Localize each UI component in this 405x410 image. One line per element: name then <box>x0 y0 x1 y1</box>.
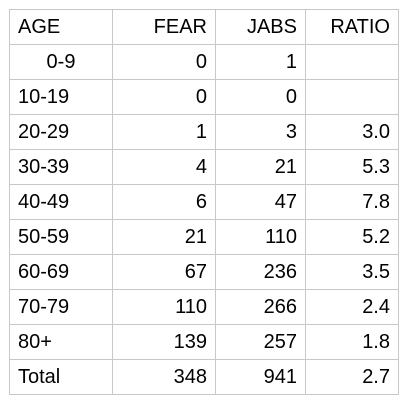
cell-fear[interactable]: 139 <box>112 324 216 360</box>
spreadsheet-table: AGE FEAR JABS RATIO 0-9 0 1 10-19 0 0 20… <box>9 9 399 395</box>
cell-fear[interactable]: 1 <box>112 114 216 150</box>
cell-fear[interactable]: 110 <box>112 289 216 325</box>
cell-age[interactable]: 10-19 <box>9 79 113 115</box>
cell-jabs[interactable]: 21 <box>215 149 306 185</box>
cell-ratio[interactable]: 3.0 <box>305 114 399 150</box>
table-row: 40-49 6 47 7.8 <box>9 184 399 220</box>
cell-fear[interactable]: 21 <box>112 219 216 255</box>
cell-jabs[interactable]: 47 <box>215 184 306 220</box>
cell-age[interactable]: 0-9 <box>9 44 113 80</box>
header-row: AGE FEAR JABS RATIO <box>9 9 399 45</box>
cell-fear[interactable]: 0 <box>112 44 216 80</box>
cell-jabs[interactable]: 0 <box>215 79 306 115</box>
table-row: 10-19 0 0 <box>9 79 399 115</box>
cell-jabs[interactable]: 1 <box>215 44 306 80</box>
table-row: 20-29 1 3 3.0 <box>9 114 399 150</box>
table-row: 70-79 110 266 2.4 <box>9 289 399 325</box>
table-row: 50-59 21 110 5.2 <box>9 219 399 255</box>
header-age[interactable]: AGE <box>9 9 113 45</box>
cell-ratio[interactable]: 3.5 <box>305 254 399 290</box>
cell-fear[interactable]: 348 <box>112 359 216 395</box>
cell-age[interactable]: 70-79 <box>9 289 113 325</box>
cell-age[interactable]: 20-29 <box>9 114 113 150</box>
cell-ratio[interactable]: 2.4 <box>305 289 399 325</box>
cell-ratio[interactable]: 7.8 <box>305 184 399 220</box>
cell-age[interactable]: 30-39 <box>9 149 113 185</box>
cell-age[interactable]: 60-69 <box>9 254 113 290</box>
cell-fear[interactable]: 67 <box>112 254 216 290</box>
header-ratio[interactable]: RATIO <box>305 9 399 45</box>
cell-jabs[interactable]: 236 <box>215 254 306 290</box>
cell-age[interactable]: 50-59 <box>9 219 113 255</box>
header-fear[interactable]: FEAR <box>112 9 216 45</box>
cell-jabs[interactable]: 110 <box>215 219 306 255</box>
cell-age[interactable]: 40-49 <box>9 184 113 220</box>
cell-jabs[interactable]: 941 <box>215 359 306 395</box>
cell-ratio[interactable]: 5.3 <box>305 149 399 185</box>
table-row: 30-39 4 21 5.3 <box>9 149 399 185</box>
cell-ratio[interactable] <box>305 79 399 115</box>
cell-fear[interactable]: 6 <box>112 184 216 220</box>
cell-age[interactable]: Total <box>9 359 113 395</box>
cell-jabs[interactable]: 257 <box>215 324 306 360</box>
cell-ratio[interactable] <box>305 44 399 80</box>
total-row: Total 348 941 2.7 <box>9 359 399 395</box>
cell-jabs[interactable]: 3 <box>215 114 306 150</box>
cell-ratio[interactable]: 2.7 <box>305 359 399 395</box>
cell-jabs[interactable]: 266 <box>215 289 306 325</box>
table-row: 60-69 67 236 3.5 <box>9 254 399 290</box>
table-row: 0-9 0 1 <box>9 44 399 80</box>
cell-ratio[interactable]: 1.8 <box>305 324 399 360</box>
cell-fear[interactable]: 4 <box>112 149 216 185</box>
cell-ratio[interactable]: 5.2 <box>305 219 399 255</box>
cell-fear[interactable]: 0 <box>112 79 216 115</box>
cell-age[interactable]: 80+ <box>9 324 113 360</box>
header-jabs[interactable]: JABS <box>215 9 306 45</box>
table-row: 80+ 139 257 1.8 <box>9 324 399 360</box>
